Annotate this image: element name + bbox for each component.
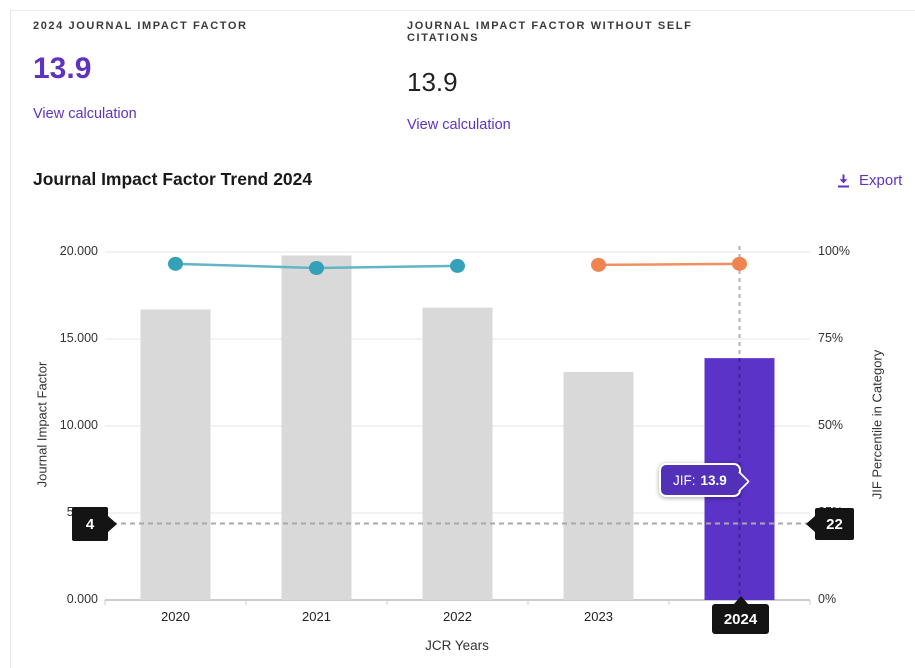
x-axis-label-2020: 2020 (161, 609, 190, 624)
jif-tooltip: JIF: 13.9 (659, 463, 741, 497)
jif-metric-block: 2024 JOURNAL IMPACT FACTOR 13.9 View cal… (33, 20, 393, 123)
right-axis-tick-100%: 100% (818, 244, 850, 258)
percentile-dot-2021[interactable] (309, 261, 324, 276)
percentile-dot-2022[interactable] (450, 258, 465, 273)
left-axis-annotation-marker: 4 (72, 507, 117, 541)
x-axis-label-2023: 2023 (584, 609, 613, 624)
right-axis-tick-75%: 75% (818, 331, 844, 345)
bar-2021[interactable] (281, 255, 352, 601)
left-axis-tick-0.000: 0.000 (66, 592, 98, 606)
percentile-dot-2020[interactable] (168, 256, 183, 271)
trend-section-title: Journal Impact Factor Trend 2024 (33, 169, 313, 189)
jif-no-self-citations-value: 13.9 (407, 67, 458, 97)
jif-tooltip-value: 13.9 (700, 472, 727, 488)
jif-metric-label: 2024 JOURNAL IMPACT FACTOR (33, 20, 248, 32)
x-axis-title: JCR Years (425, 638, 489, 653)
jif-no-self-citations-view-calculation-link[interactable]: View calculation (407, 117, 511, 133)
jif-view-calculation-link[interactable]: View calculation (33, 106, 137, 122)
jif-no-self-citations-label: JOURNAL IMPACT FACTOR WITHOUT SELF CITAT… (407, 20, 693, 44)
export-button[interactable]: Export (832, 170, 906, 191)
right-axis-annotation-marker: 22 (806, 508, 854, 540)
left-axis-tick-10.000: 10.000 (59, 418, 98, 432)
bar-2020[interactable] (140, 309, 211, 600)
right-axis-tick-50%: 50% (818, 418, 844, 432)
bar-2023[interactable] (563, 372, 634, 600)
jif-metric-value: 13.9 (33, 52, 92, 85)
percentile-dot-2023[interactable] (591, 257, 606, 272)
right-axis-tick-0%: 0% (818, 592, 837, 606)
x-axis-label-2021: 2021 (302, 609, 331, 624)
selected-year-marker: 2024 (712, 596, 769, 634)
bar-2022[interactable] (422, 307, 493, 600)
jif-tooltip-label: JIF: (673, 472, 696, 488)
left-axis-tick-20.000: 20.000 (59, 244, 98, 258)
jif-no-self-citations-block: JOURNAL IMPACT FACTOR WITHOUT SELF CITAT… (407, 20, 767, 134)
left-axis-tick-15.000: 15.000 (59, 331, 98, 345)
panel-top-border (10, 10, 915, 11)
percentile-line-orange (598, 262, 740, 267)
percentile-dot-2024[interactable] (732, 256, 747, 271)
panel-left-border (10, 10, 11, 668)
x-axis-label-2022: 2022 (443, 609, 472, 624)
download-icon (836, 173, 851, 189)
export-button-label: Export (859, 172, 903, 189)
